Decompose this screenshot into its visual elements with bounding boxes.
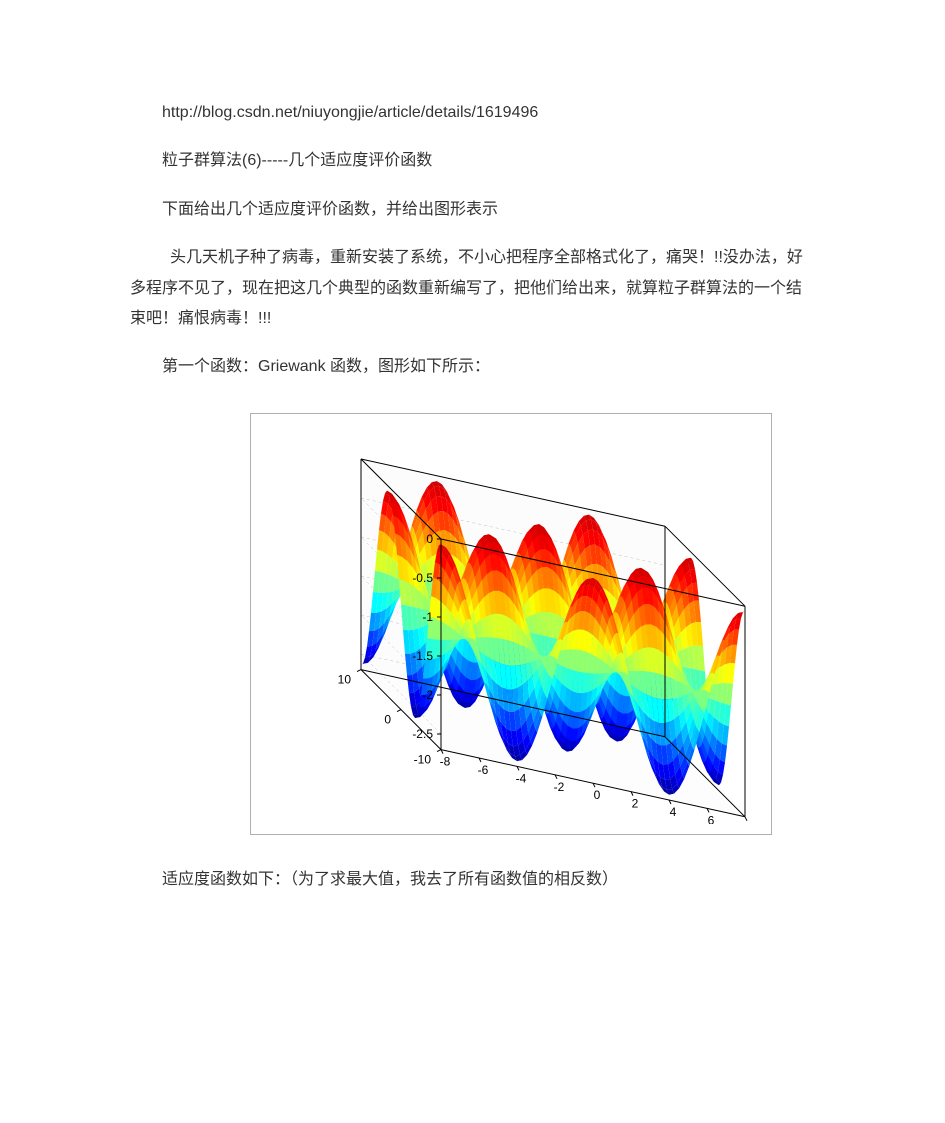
function-1-intro: 第一个函数：Griewank 函数，图形如下所示： (130, 352, 815, 382)
intro-paragraph: 下面给出几个适应度评价函数，并给出图形表示 (130, 195, 815, 225)
svg-text:0: 0 (426, 532, 433, 546)
svg-text:10: 10 (338, 672, 352, 686)
svg-text:-4: -4 (516, 771, 527, 785)
svg-text:-1: -1 (422, 610, 433, 624)
document-page: http://blog.csdn.net/niuyongjie/article/… (0, 0, 945, 973)
svg-text:2: 2 (632, 796, 639, 810)
svg-text:-2: -2 (422, 688, 433, 702)
svg-text:-1.5: -1.5 (412, 649, 433, 663)
svg-text:8: 8 (746, 822, 753, 824)
griewank-surface-plot: 0 -0.5 -1 -1.5 -2 -2.5 10 0 -10 -8 -6 -4 -2 0 2 4 6 8 (261, 424, 761, 824)
svg-text:4: 4 (670, 805, 677, 819)
svg-text:0: 0 (384, 712, 391, 726)
body-paragraph-1: 头几天机子种了病毒，重新安装了系统，不小心把程序全部格式化了，痛哭！!!没办法，… (130, 243, 815, 334)
svg-text:-2.5: -2.5 (412, 727, 433, 741)
article-title: 粒子群算法(6)-----几个适应度评价函数 (130, 146, 815, 176)
fitness-note: 适应度函数如下：（为了求最大值，我去了所有函数值的相反数） (130, 865, 815, 895)
svg-text:0: 0 (594, 788, 601, 802)
svg-text:-8: -8 (440, 754, 451, 768)
svg-text:-10: -10 (414, 752, 432, 766)
svg-text:-2: -2 (554, 780, 565, 794)
griewank-figure: 0 -0.5 -1 -1.5 -2 -2.5 10 0 -10 -8 -6 -4 -2 0 2 4 6 8 (250, 413, 772, 835)
svg-text:-6: -6 (478, 763, 489, 777)
svg-text:6: 6 (708, 813, 715, 824)
svg-text:-0.5: -0.5 (412, 571, 433, 585)
source-url: http://blog.csdn.net/niuyongjie/article/… (130, 98, 815, 128)
